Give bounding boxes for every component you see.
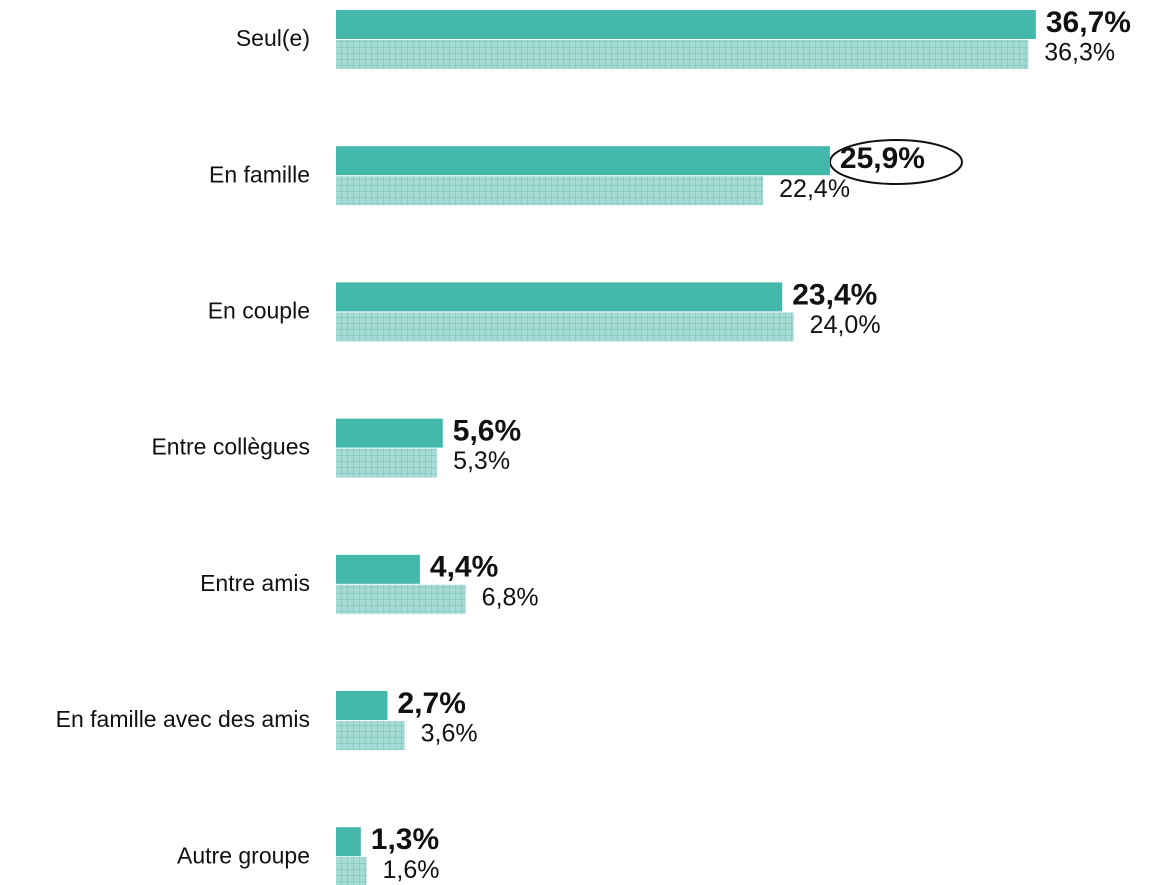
highlight-ellipse — [829, 139, 963, 185]
bar — [336, 10, 1036, 39]
value-label: 5,6% — [453, 415, 521, 448]
value-label: 22,4% — [779, 175, 850, 203]
category-label: En famille — [209, 161, 310, 187]
category-label: Seul(e) — [236, 25, 310, 51]
value-label: 2,7% — [397, 687, 465, 720]
value-label: 6,8% — [482, 583, 539, 611]
category-label: En couple — [208, 297, 310, 323]
category-label: Autre groupe — [177, 842, 310, 868]
bar — [336, 282, 783, 312]
value-label: 4,4% — [430, 551, 498, 584]
bar — [336, 554, 420, 584]
category-label: En famille avec des amis — [56, 706, 310, 732]
value-label: 1,3% — [371, 823, 439, 856]
bar — [336, 40, 1029, 69]
category-label: Entre collègues — [151, 434, 310, 460]
value-label: 1,6% — [383, 856, 440, 884]
bar — [336, 721, 405, 750]
value-label: 23,4% — [792, 278, 877, 311]
bar — [336, 146, 830, 176]
value-label: 5,3% — [453, 447, 510, 475]
value-label: 25,9% — [840, 142, 925, 175]
bar — [336, 448, 438, 478]
bar — [336, 827, 361, 857]
bar — [336, 312, 794, 342]
bar — [336, 176, 764, 206]
bar — [336, 857, 367, 885]
category-label: Entre amis — [200, 570, 310, 596]
value-label: 3,6% — [421, 720, 478, 748]
bar — [336, 584, 466, 614]
bar — [336, 691, 388, 720]
value-label: 24,0% — [810, 311, 881, 339]
bar — [336, 418, 443, 448]
value-label: 36,7% — [1046, 6, 1131, 39]
value-label: 36,3% — [1044, 39, 1115, 67]
